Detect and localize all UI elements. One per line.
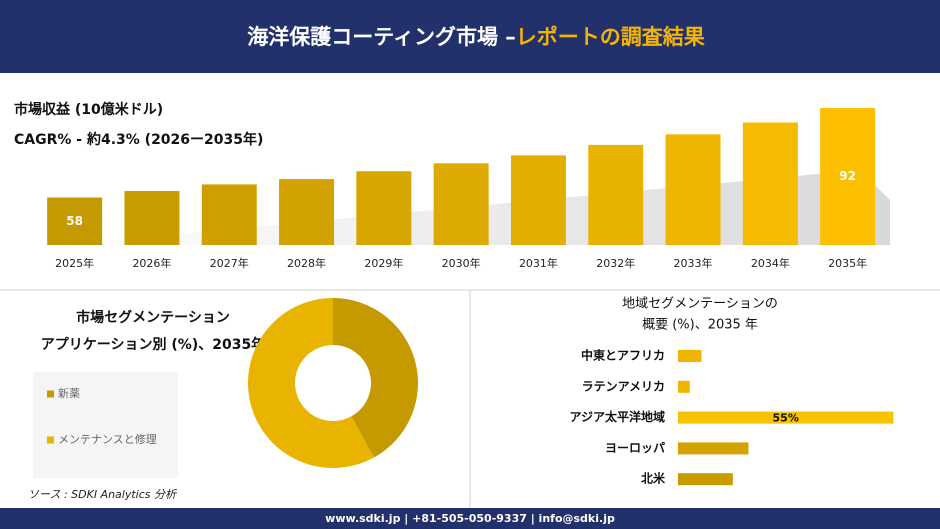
bar: [678, 411, 894, 424]
chart-subtitle: CAGR% - 約4.3% (2026ー2035年): [14, 131, 263, 148]
bar: [678, 473, 733, 486]
bar: [47, 197, 103, 245]
data-label: 55%: [773, 412, 799, 425]
y-tick-label: 北米: [641, 471, 666, 486]
y-tick-label: アジア太平洋地域: [569, 409, 665, 424]
chart-title: 市場セグメンテーション: [76, 309, 230, 326]
x-tick-label: 2032年: [596, 256, 635, 270]
legend-swatch: [47, 436, 54, 444]
y-tick-label: 中東とアフリカ: [581, 348, 665, 363]
header-title: 海洋保護コーティング市場 –レポートの調査結果: [247, 25, 705, 49]
x-tick-label: 2026年: [132, 256, 171, 270]
x-tick-label: 2034年: [751, 256, 790, 270]
bar: [279, 179, 335, 245]
title-accent: レポートの調査結果: [516, 25, 705, 49]
chart-subtitle: アプリケーション別 (%)、2035年: [41, 336, 265, 353]
bar: [510, 155, 566, 245]
bar: [678, 350, 702, 362]
footer-band: [0, 508, 940, 529]
bar: [742, 122, 798, 245]
data-label: 58: [66, 214, 83, 228]
x-tick-label: 2035年: [828, 256, 867, 270]
footer: www.sdki.jp | +81-505-050-9337 | info@sd…: [325, 512, 615, 525]
x-tick-label: 2025年: [55, 256, 94, 270]
x-tick-label: 2028年: [287, 256, 326, 270]
legend-label: メンテナンスと修理: [58, 432, 157, 446]
donut-slice: [333, 298, 418, 458]
donut-slice: [247, 298, 374, 468]
bar: [678, 442, 749, 455]
x-tick-label: 2030年: [442, 256, 481, 270]
bar: [665, 134, 721, 245]
x-tick-label: 2027年: [210, 256, 249, 270]
y-tick-label: ラテンアメリカ: [582, 379, 665, 393]
bar: [356, 171, 412, 245]
chart-title: 市場収益 (10億米ドル): [14, 101, 163, 118]
legend-box: [33, 372, 178, 478]
bar: [820, 108, 876, 245]
data-label: 92: [839, 169, 856, 183]
bar: [124, 190, 180, 245]
x-tick-label: 2033年: [674, 256, 713, 270]
title-main: 海洋保護コーティング市場 –: [247, 25, 516, 49]
x-tick-label: 2029年: [364, 256, 403, 270]
y-tick-label: ヨーロッパ: [605, 441, 665, 455]
source: ソース : SDKI Analytics 分析: [28, 488, 178, 501]
legend-swatch: [47, 390, 54, 398]
bar: [201, 184, 257, 245]
x-tick-label: 2031年: [519, 256, 558, 270]
chart-title: 地域セグメンテーションの: [622, 297, 778, 312]
header-band: [0, 0, 940, 73]
chart-subtitle: 概要 (%)、2035 年: [642, 318, 758, 333]
bar: [433, 163, 489, 245]
bar: [678, 380, 690, 393]
legend-label: 新薬: [58, 387, 80, 400]
bar: [588, 144, 644, 245]
